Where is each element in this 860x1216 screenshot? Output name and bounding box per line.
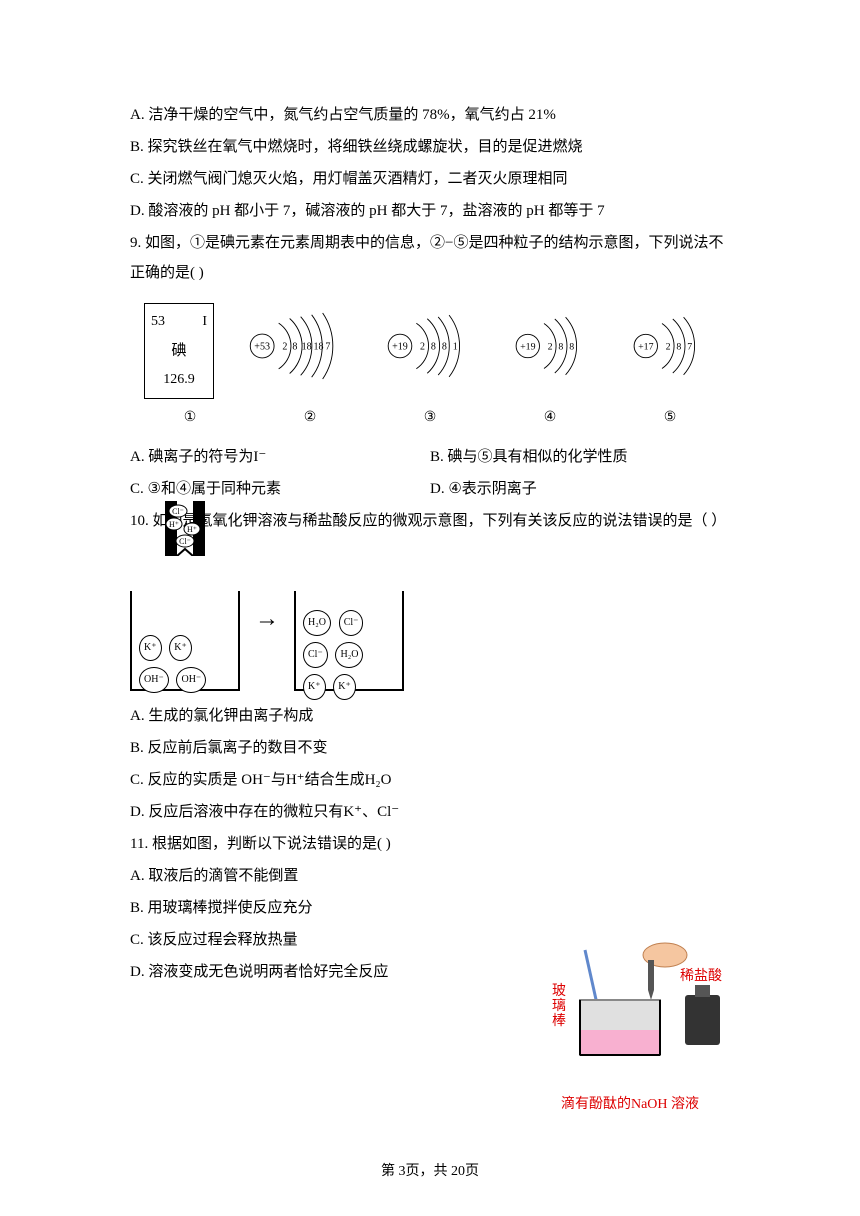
label-3: ③: [424, 404, 437, 432]
q9-option-a: A. 碘离子的符号为I⁻: [130, 442, 430, 472]
beaker-right: H₂O Cl⁻ Cl⁻ H₂O K⁺ K⁺: [294, 591, 404, 691]
q11-naoh-label: 滴有酚酞的NaOH 溶液: [530, 1091, 730, 1119]
q10-option-c: C. 反应的实质是 OH⁻与H⁺结合生成H₂O: [130, 765, 730, 795]
svg-text:8: 8: [442, 341, 447, 352]
element-mass: 126.9: [147, 366, 211, 394]
svg-text:玻: 玻: [552, 983, 566, 999]
svg-text:+19: +19: [520, 341, 536, 352]
svg-text:H⁺: H⁺: [169, 520, 179, 529]
q10-option-d: D. 反应后溶液中存在的微粒只有K⁺、Cl⁻: [130, 797, 730, 827]
dropper-icon: Cl⁻ H⁺ H⁺ Cl⁻: [160, 501, 210, 556]
q10-reaction-diagram: Cl⁻ H⁺ H⁺ Cl⁻ K⁺ K⁺ OH⁻ OH⁻ → H₂O Cl⁻ Cl…: [130, 546, 730, 691]
q11-option-b: B. 用玻璃棒搅拌使反应充分: [130, 893, 730, 923]
ion: Cl⁻: [339, 610, 364, 636]
ion: OH⁻: [139, 667, 169, 693]
ion: K⁺: [139, 635, 162, 661]
label-4: ④: [544, 404, 557, 432]
svg-text:2: 2: [548, 341, 553, 352]
option-b: B. 探究铁丝在氧气中燃烧时，将细铁丝绕成螺旋状，目的是促进燃烧: [130, 132, 730, 162]
svg-text:7: 7: [325, 341, 330, 352]
svg-text:18: 18: [314, 341, 324, 352]
q9-labels-row: ① ② ③ ④ ⑤: [130, 404, 730, 432]
q9-option-c: C. ③和④属于同种元素: [130, 474, 430, 504]
svg-text:1: 1: [453, 341, 458, 352]
ion: K⁺: [333, 674, 356, 700]
atom-diagram-3: +19 2 8 8 1: [380, 306, 480, 397]
q10-option-b: B. 反应前后氯离子的数目不变: [130, 733, 730, 763]
svg-text:稀盐酸: 稀盐酸: [680, 968, 722, 984]
svg-text:7: 7: [687, 341, 692, 352]
svg-text:+17: +17: [638, 341, 654, 352]
element-number: 53: [151, 308, 165, 336]
q10-stem: 10. 如图是氢氧化钾溶液与稀盐酸反应的微观示意图，下列有关该反应的说法错误的是…: [130, 506, 730, 536]
element-symbol: I: [202, 308, 207, 336]
reaction-arrow-icon: →: [255, 595, 279, 643]
q9-figure-row: 53 I 碘 126.9 +53 2 8 18 18 7 +19: [130, 303, 730, 399]
ion: Cl⁻: [303, 642, 328, 668]
q9-option-d: D. ④表示阴离子: [430, 474, 730, 504]
svg-text:棒: 棒: [552, 1013, 566, 1029]
svg-text:2: 2: [666, 341, 671, 352]
svg-text:Cl⁻: Cl⁻: [179, 537, 191, 546]
element-name: 碘: [147, 336, 211, 366]
option-a: A. 洁净干燥的空气中，氮气约占空气质量的 78%，氧气约占 21%: [130, 100, 730, 130]
atom-diagram-4: +19 2 8 8: [508, 306, 598, 397]
label-1: ①: [184, 404, 197, 432]
svg-text:2: 2: [282, 341, 287, 352]
svg-text:+19: +19: [392, 341, 408, 352]
svg-text:Cl⁻: Cl⁻: [172, 507, 184, 516]
atom-diagram-5: +17 2 8 7: [626, 306, 716, 397]
ion: K⁺: [169, 635, 192, 661]
svg-text:8: 8: [558, 341, 563, 352]
ion: OH⁻: [176, 667, 206, 693]
q9-option-b: B. 碘与⑤具有相似的化学性质: [430, 442, 730, 472]
q11-figure: 玻 璃 棒 稀盐酸 滴有酚酞的NaOH 溶液: [530, 940, 730, 1119]
label-2: ②: [304, 404, 317, 432]
svg-text:+53: +53: [254, 341, 270, 352]
q10-option-a: A. 生成的氯化钾由离子构成: [130, 701, 730, 731]
q9-stem: 9. 如图，①是碘元素在元素周期表中的信息，②−⑤是四种粒子的结构示意图，下列说…: [130, 228, 730, 288]
svg-text:18: 18: [302, 341, 312, 352]
svg-text:8: 8: [431, 341, 436, 352]
option-d: D. 酸溶液的 pH 都小于 7，碱溶液的 pH 都大于 7，盐溶液的 pH 都…: [130, 196, 730, 226]
svg-text:8: 8: [676, 341, 681, 352]
q11-stem: 11. 根据如图，判断以下说法错误的是( ): [130, 829, 730, 859]
page-footer: 第 3页，共 20页: [0, 1158, 860, 1186]
label-5: ⑤: [664, 404, 677, 432]
ion: H₂O: [303, 610, 331, 636]
svg-text:2: 2: [420, 341, 425, 352]
option-c: C. 关闭燃气阀门熄灭火焰，用灯帽盖灭酒精灯，二者灭火原理相同: [130, 164, 730, 194]
svg-text:8: 8: [569, 341, 574, 352]
periodic-element-box: 53 I 碘 126.9: [144, 303, 214, 399]
svg-text:8: 8: [292, 341, 297, 352]
beaker-left: K⁺ K⁺ OH⁻ OH⁻: [130, 591, 240, 691]
svg-text:H⁺: H⁺: [187, 525, 197, 534]
q11-option-a: A. 取液后的滴管不能倒置: [130, 861, 730, 891]
svg-text:璃: 璃: [552, 997, 566, 1014]
ion: H₂O: [335, 642, 363, 668]
atom-diagram-2: +53 2 8 18 18 7: [242, 306, 352, 397]
ion: K⁺: [303, 674, 326, 700]
